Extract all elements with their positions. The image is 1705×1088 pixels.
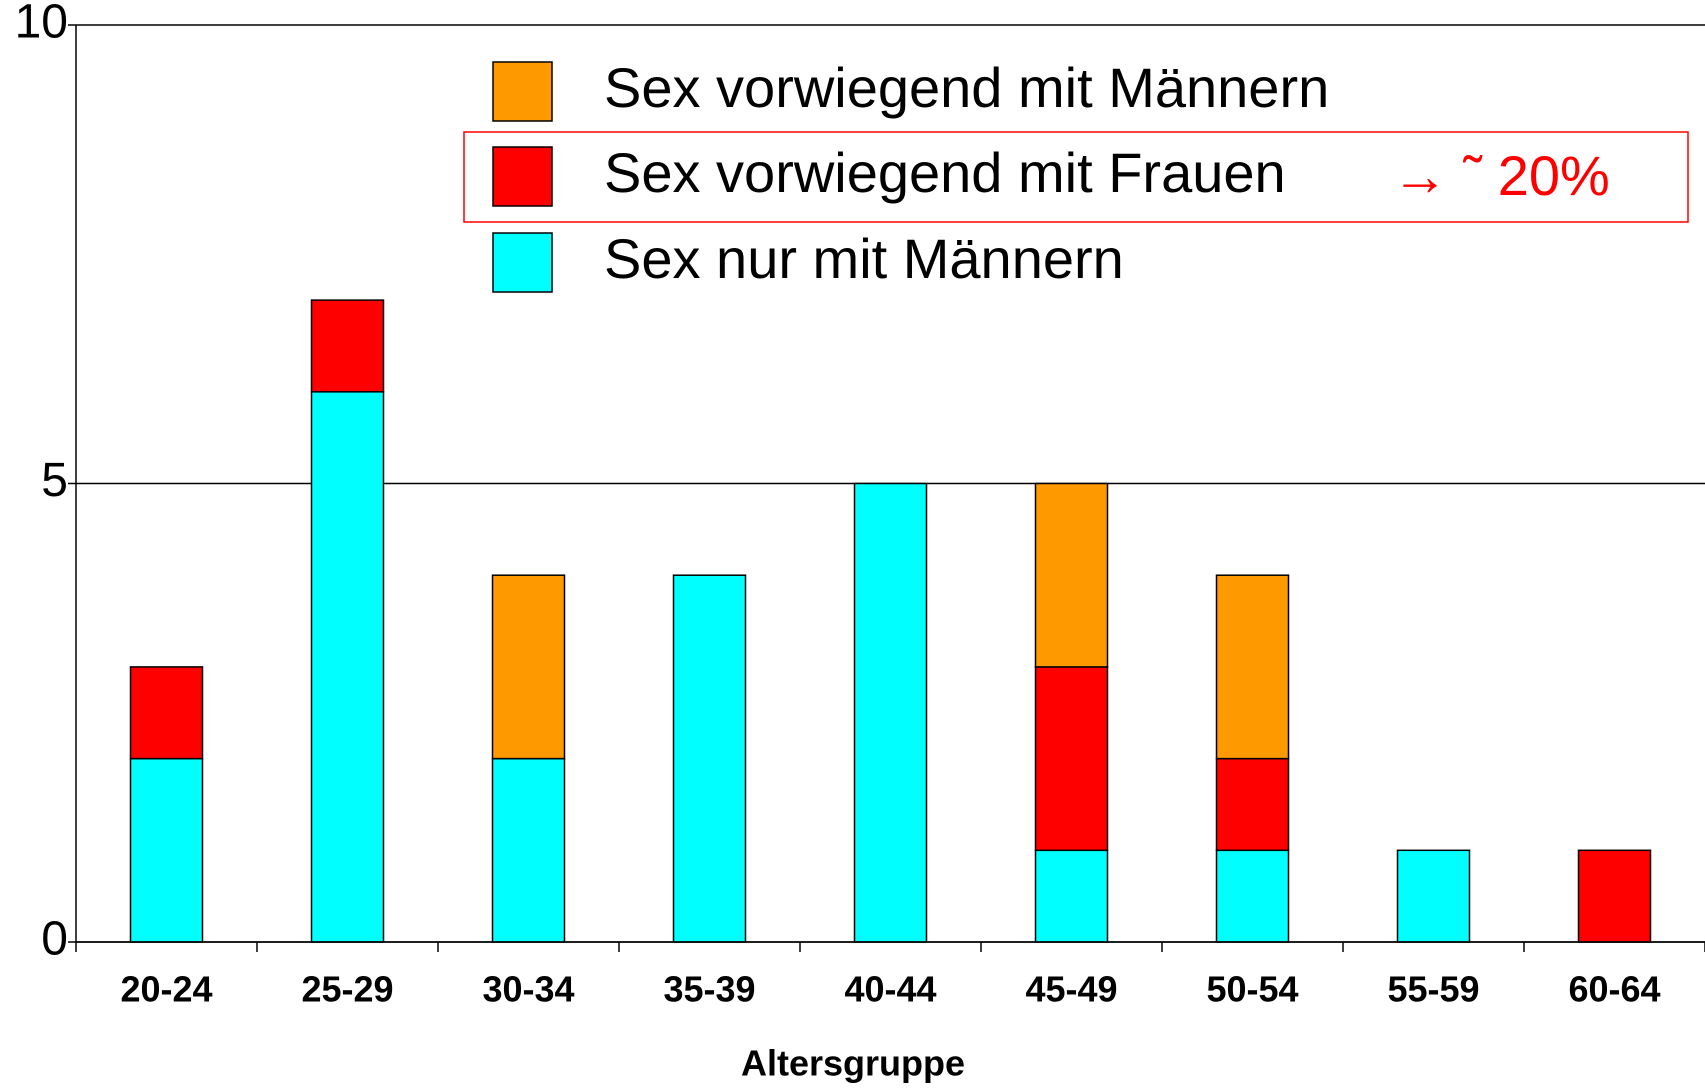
bar-segment <box>1215 574 1290 760</box>
legend-swatch <box>492 146 553 207</box>
x-axis-label: Altersgruppe <box>741 1043 965 1084</box>
bar-segment <box>1215 849 1290 943</box>
bar-segment <box>1034 849 1109 943</box>
bar-segment <box>1577 849 1652 943</box>
bar-segment <box>1396 849 1471 943</box>
x-tick-label: 25-29 <box>301 969 393 1010</box>
legend-label: Sex nur mit Männern <box>604 227 1124 290</box>
x-tick-label: 20-24 <box>120 969 212 1010</box>
x-tick-label: 50-54 <box>1206 969 1298 1010</box>
bar-segment <box>1034 482 1109 668</box>
legend-label: Sex vorwiegend mit Frauen <box>604 141 1286 204</box>
bar-segment <box>1215 757 1290 852</box>
x-tick-label: 45-49 <box>1025 969 1117 1010</box>
bar-segment <box>491 574 566 760</box>
annotation: → ˜ 20% <box>1392 144 1610 207</box>
bar-segment <box>129 666 204 760</box>
legend-label: Sex vorwiegend mit Männern <box>604 56 1329 119</box>
bar-segment <box>672 574 747 943</box>
x-tick-label: 60-64 <box>1568 969 1660 1010</box>
legend-swatch <box>492 232 553 293</box>
legend-swatch <box>492 61 553 122</box>
bar-segment <box>310 299 385 393</box>
y-tick-label: 0 <box>41 913 68 966</box>
bar-segment <box>1034 666 1109 852</box>
legend-highlight-box <box>463 131 1689 223</box>
x-tick-label: 55-59 <box>1387 969 1479 1010</box>
bar-segment <box>310 391 385 943</box>
bar-segment <box>853 482 928 943</box>
x-tick-label: 35-39 <box>663 969 755 1010</box>
y-tick-label: 10 <box>15 0 68 49</box>
bar-segment <box>491 757 566 943</box>
y-tick-label: 5 <box>41 454 68 507</box>
bar-segment <box>129 757 204 943</box>
x-tick-label: 30-34 <box>482 969 574 1010</box>
x-tick-label: 40-44 <box>844 969 936 1010</box>
